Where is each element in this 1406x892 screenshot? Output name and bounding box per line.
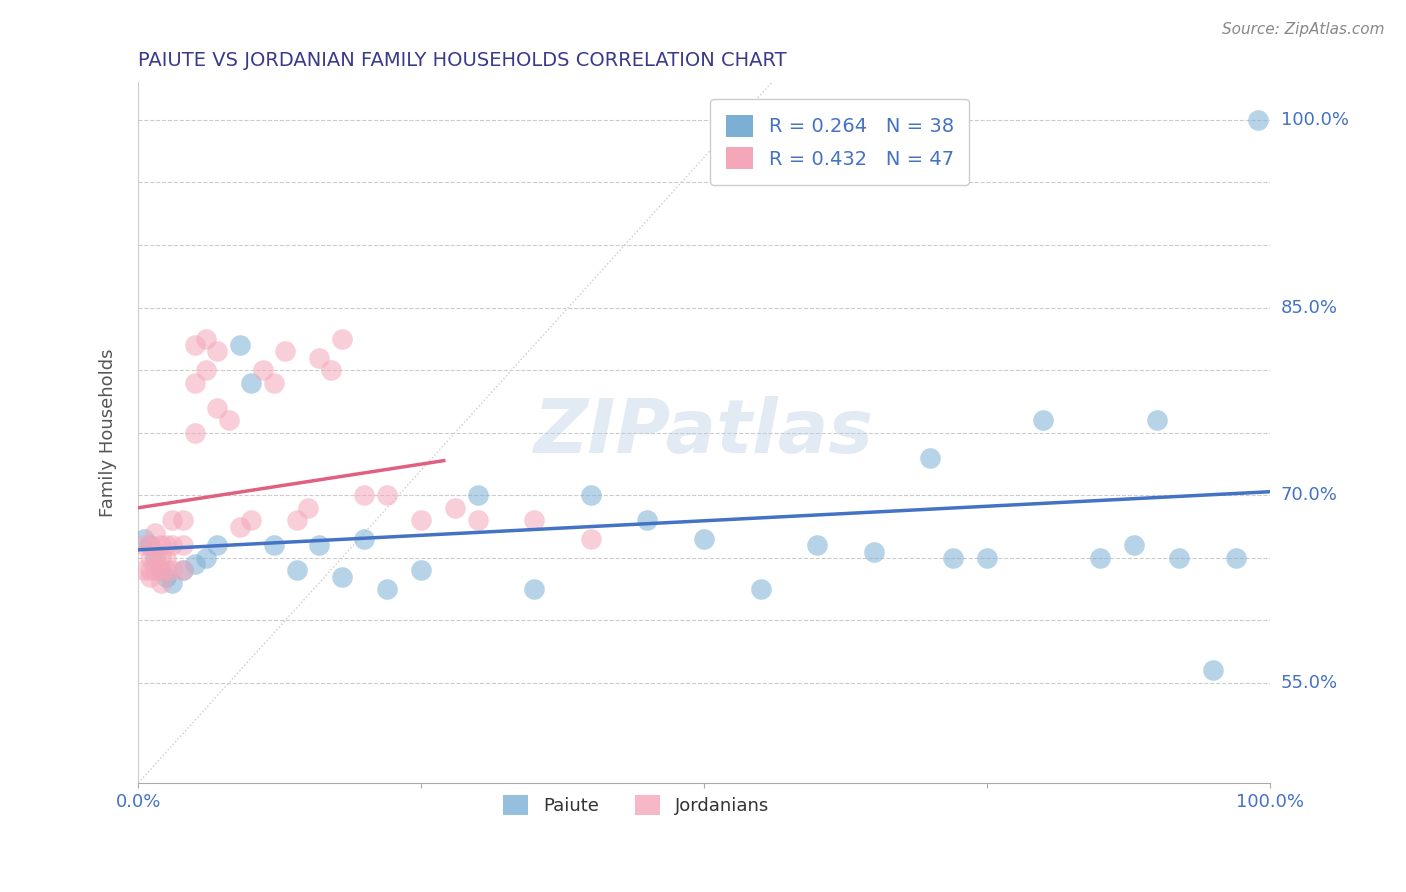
Point bbox=[353, 488, 375, 502]
Point bbox=[353, 532, 375, 546]
Point bbox=[184, 376, 207, 390]
Text: 85.0%: 85.0% bbox=[1281, 299, 1339, 317]
Point bbox=[693, 532, 716, 546]
Point bbox=[138, 538, 160, 552]
Point bbox=[330, 569, 353, 583]
Text: 55.0%: 55.0% bbox=[1281, 674, 1339, 692]
Point bbox=[1122, 538, 1144, 552]
Point bbox=[143, 525, 166, 540]
Text: Source: ZipAtlas.com: Source: ZipAtlas.com bbox=[1222, 22, 1385, 37]
Point bbox=[149, 575, 172, 590]
Point bbox=[862, 544, 884, 558]
Point bbox=[143, 563, 166, 577]
Point bbox=[132, 532, 155, 546]
Point bbox=[160, 538, 183, 552]
Point bbox=[409, 563, 432, 577]
Point bbox=[132, 563, 155, 577]
Point bbox=[240, 376, 263, 390]
Point bbox=[184, 338, 207, 352]
Point bbox=[319, 363, 342, 377]
Point bbox=[138, 550, 160, 565]
Point bbox=[160, 575, 183, 590]
Point bbox=[976, 550, 998, 565]
Point bbox=[467, 513, 489, 527]
Point bbox=[229, 519, 252, 533]
Text: ZIPatlas: ZIPatlas bbox=[534, 396, 875, 469]
Point bbox=[149, 563, 172, 577]
Point bbox=[207, 401, 229, 415]
Point bbox=[240, 513, 263, 527]
Point bbox=[207, 538, 229, 552]
Point bbox=[806, 538, 828, 552]
Point bbox=[579, 532, 602, 546]
Point bbox=[920, 450, 942, 465]
Point bbox=[285, 513, 308, 527]
Text: 70.0%: 70.0% bbox=[1281, 486, 1337, 504]
Point bbox=[138, 563, 160, 577]
Point bbox=[942, 550, 965, 565]
Point bbox=[229, 338, 252, 352]
Point bbox=[409, 513, 432, 527]
Point bbox=[143, 544, 166, 558]
Point bbox=[138, 538, 160, 552]
Point bbox=[285, 563, 308, 577]
Point bbox=[1202, 664, 1225, 678]
Point bbox=[195, 550, 218, 565]
Point bbox=[308, 351, 330, 365]
Point bbox=[1146, 413, 1168, 427]
Legend: Paiute, Jordanians: Paiute, Jordanians bbox=[494, 786, 778, 824]
Point bbox=[160, 563, 183, 577]
Point bbox=[184, 425, 207, 440]
Point bbox=[172, 513, 194, 527]
Point bbox=[1032, 413, 1054, 427]
Point bbox=[1225, 550, 1247, 565]
Point bbox=[155, 550, 177, 565]
Point bbox=[155, 563, 177, 577]
Point bbox=[330, 332, 353, 346]
Point bbox=[218, 413, 240, 427]
Point bbox=[252, 363, 274, 377]
Point bbox=[523, 582, 546, 596]
Point bbox=[636, 513, 658, 527]
Point bbox=[172, 563, 194, 577]
Point bbox=[1088, 550, 1111, 565]
Point bbox=[149, 563, 172, 577]
Point bbox=[274, 344, 297, 359]
Point bbox=[375, 488, 398, 502]
Point bbox=[195, 363, 218, 377]
Point bbox=[149, 550, 172, 565]
Point bbox=[579, 488, 602, 502]
Point bbox=[172, 538, 194, 552]
Point bbox=[467, 488, 489, 502]
Y-axis label: Family Households: Family Households bbox=[100, 349, 117, 517]
Point bbox=[132, 538, 155, 552]
Point bbox=[444, 500, 467, 515]
Point bbox=[297, 500, 319, 515]
Point bbox=[172, 563, 194, 577]
Point bbox=[155, 538, 177, 552]
Text: PAIUTE VS JORDANIAN FAMILY HOUSEHOLDS CORRELATION CHART: PAIUTE VS JORDANIAN FAMILY HOUSEHOLDS CO… bbox=[138, 51, 787, 70]
Point bbox=[155, 569, 177, 583]
Point bbox=[1168, 550, 1191, 565]
Point bbox=[523, 513, 546, 527]
Point bbox=[195, 332, 218, 346]
Point bbox=[263, 376, 285, 390]
Point bbox=[263, 538, 285, 552]
Point bbox=[207, 344, 229, 359]
Point bbox=[149, 538, 172, 552]
Text: 100.0%: 100.0% bbox=[1281, 111, 1348, 128]
Point bbox=[1247, 112, 1270, 127]
Point bbox=[184, 557, 207, 571]
Point bbox=[138, 569, 160, 583]
Point bbox=[375, 582, 398, 596]
Point bbox=[160, 513, 183, 527]
Point bbox=[308, 538, 330, 552]
Point bbox=[749, 582, 772, 596]
Point bbox=[143, 550, 166, 565]
